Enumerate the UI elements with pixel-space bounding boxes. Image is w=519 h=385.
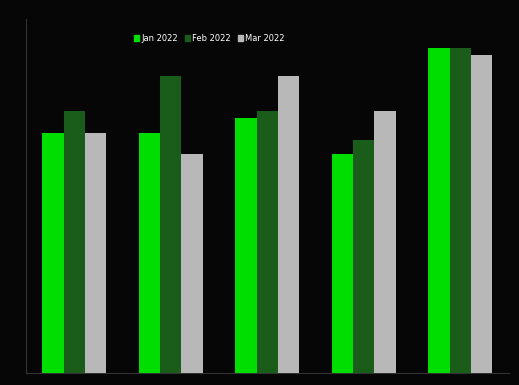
Bar [64,111,85,373]
Legend: Jan 2022, Feb 2022, Mar 2022: Jan 2022, Feb 2022, Mar 2022 [131,30,288,46]
Bar [278,76,299,373]
Bar [236,119,257,373]
Bar [353,140,374,373]
Bar [181,154,202,373]
Bar [160,76,181,373]
Bar [374,111,395,373]
Bar [429,48,450,373]
Bar [450,48,471,373]
Bar [85,132,106,373]
Bar [43,132,64,373]
Bar [332,154,353,373]
Bar [257,111,278,373]
Bar [471,55,492,373]
Bar [139,132,160,373]
